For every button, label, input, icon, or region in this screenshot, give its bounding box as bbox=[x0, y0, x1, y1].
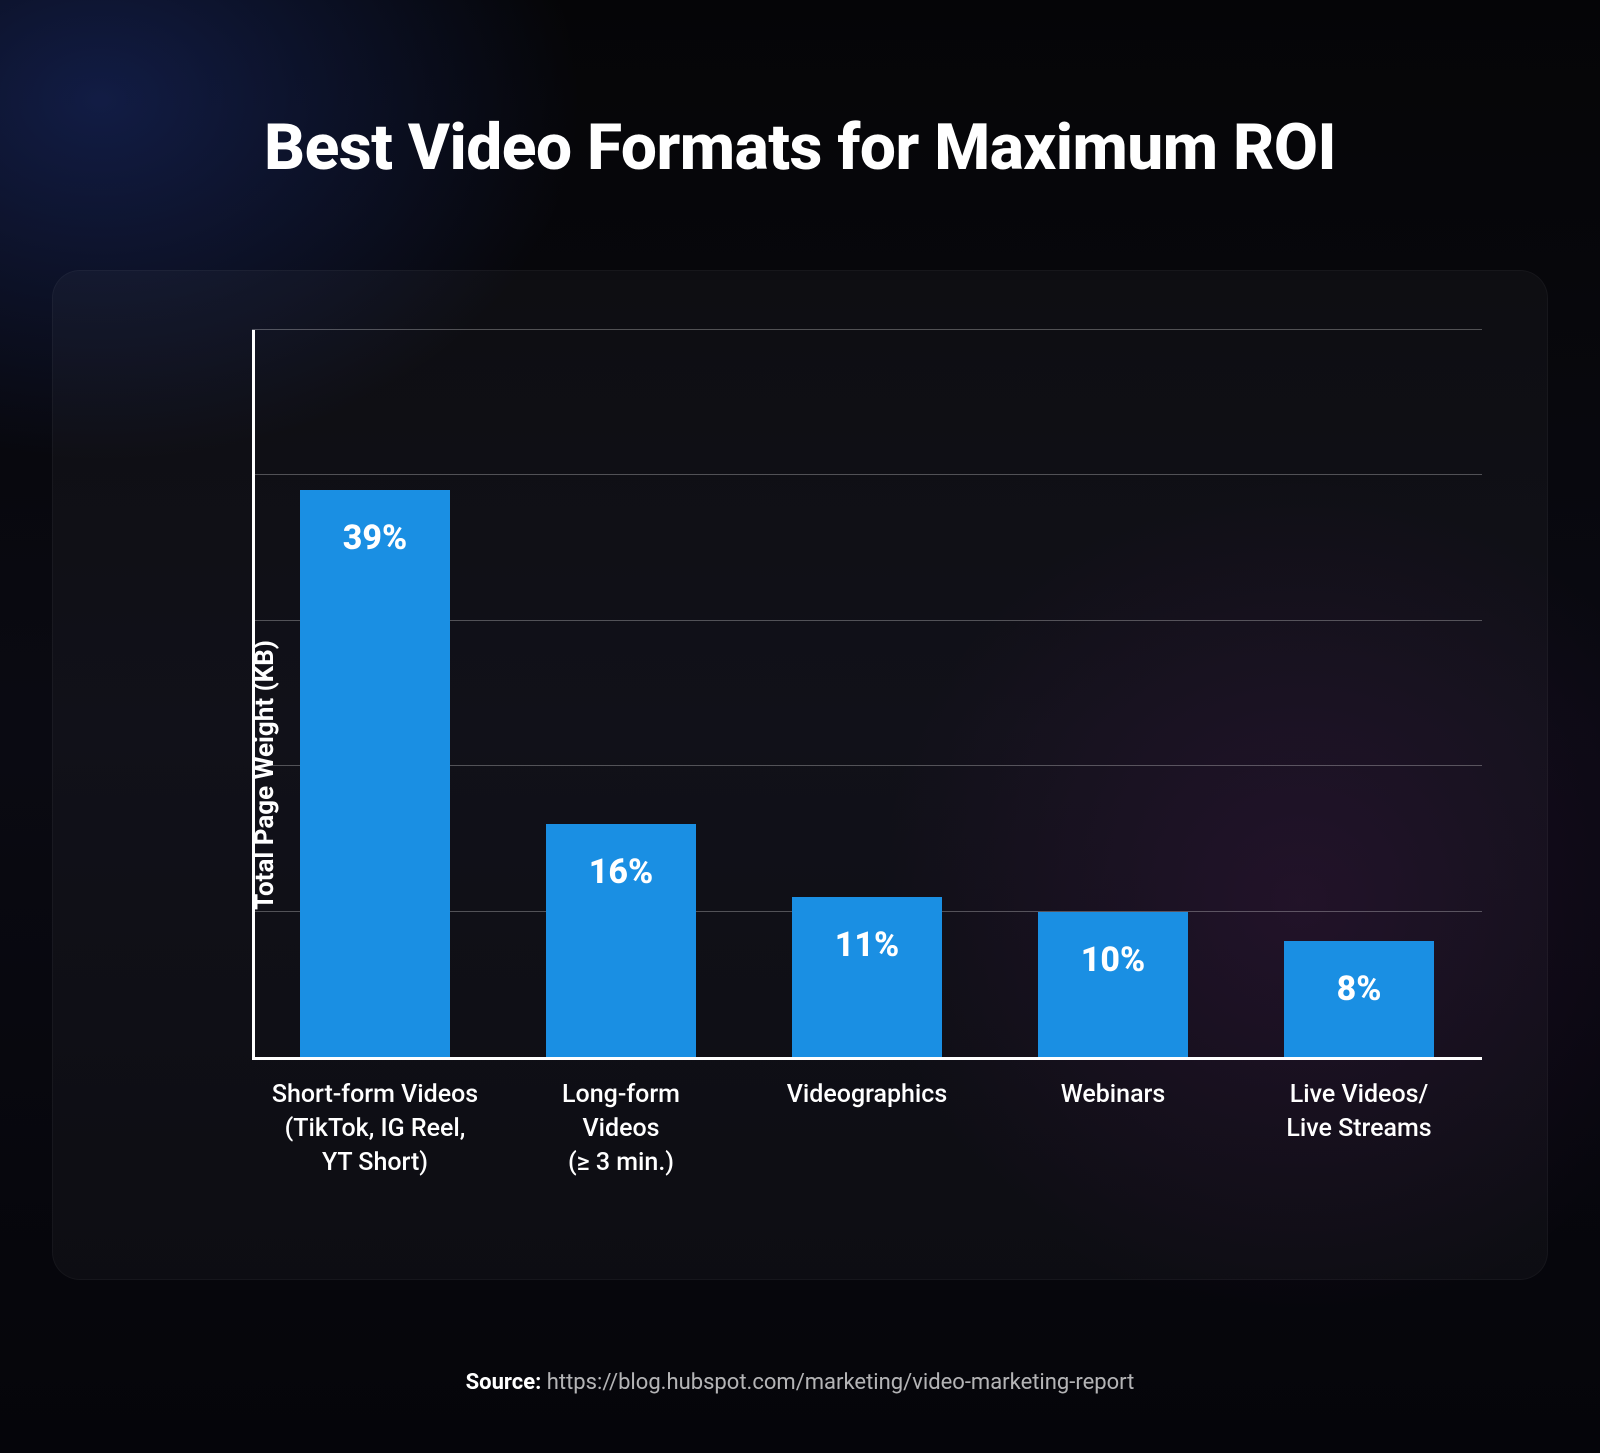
bar-value-label: 10% bbox=[1081, 940, 1145, 980]
x-axis-category-label: Videographics bbox=[744, 1078, 990, 1179]
chart-panel: Total Page Weight (KB) 39%16%11%10%8% Sh… bbox=[52, 270, 1548, 1280]
plot-area: 39% 16% 11% 10% 8% bbox=[252, 330, 1482, 1060]
bar-value-label: 39% bbox=[343, 518, 407, 558]
x-axis-labels: Short-form Videos (TikTok, IG Reel, YT S… bbox=[252, 1078, 1482, 1179]
bar-slot: 39% bbox=[252, 330, 498, 1057]
source-citation: Source: https://blog.hubspot.com/marketi… bbox=[0, 1370, 1600, 1395]
bar-value-label: 11% bbox=[835, 925, 899, 965]
bar-slot: 11% bbox=[744, 330, 990, 1057]
bar-slot: 10% bbox=[990, 330, 1236, 1057]
chart-title: Best Video Formats for Maximum ROI bbox=[0, 110, 1600, 185]
bar-value-label: 8% bbox=[1337, 969, 1382, 1009]
bar: 10% bbox=[1038, 912, 1188, 1057]
bar: 16% bbox=[546, 824, 696, 1057]
x-axis-category-label: Long-form Videos (≥ 3 min.) bbox=[498, 1078, 744, 1179]
bar: 11% bbox=[792, 897, 942, 1057]
x-axis-category-label: Short-form Videos (TikTok, IG Reel, YT S… bbox=[252, 1078, 498, 1179]
bar: 8% bbox=[1284, 941, 1434, 1057]
bar: 39% bbox=[300, 490, 450, 1057]
x-axis-category-label: Webinars bbox=[990, 1078, 1236, 1179]
bar-slot: 16% bbox=[498, 330, 744, 1057]
x-axis-category-label: Live Videos/ Live Streams bbox=[1236, 1078, 1482, 1179]
source-text: https://blog.hubspot.com/marketing/video… bbox=[547, 1370, 1135, 1395]
x-axis bbox=[252, 1057, 1482, 1060]
bar-value-label: 16% bbox=[589, 852, 653, 892]
source-prefix: Source: bbox=[466, 1370, 542, 1395]
bar-slot: 8% bbox=[1236, 330, 1482, 1057]
bars-container: 39% 16% 11% 10% 8% bbox=[252, 330, 1482, 1057]
